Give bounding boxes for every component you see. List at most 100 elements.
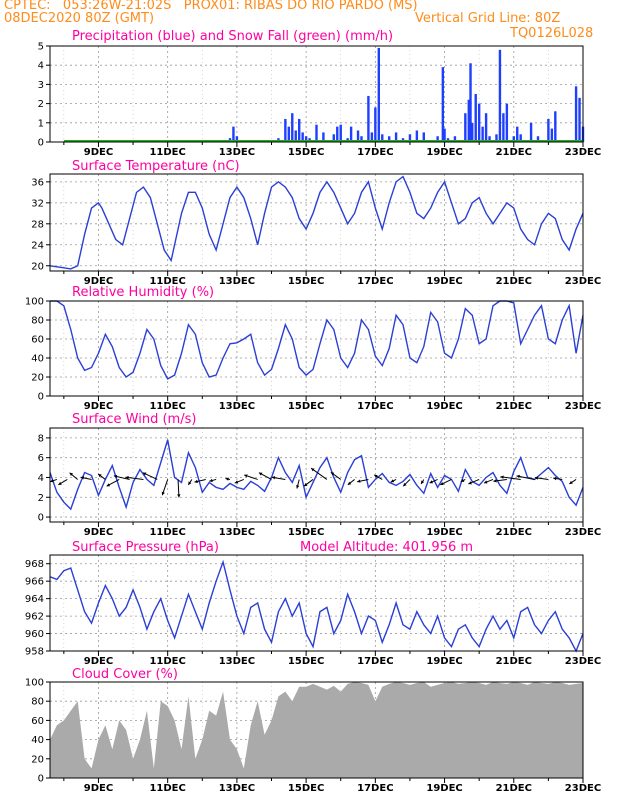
wind-arrow — [357, 478, 369, 483]
wind-arrow-head — [125, 475, 129, 480]
precip-bar — [488, 136, 491, 142]
header-grid-line: Vertical Grid Line: 80Z — [415, 11, 561, 26]
wind-ytick-label: 4 — [38, 473, 44, 484]
wind-arrow — [373, 474, 383, 480]
precip-bar — [322, 132, 325, 142]
pres-xtick-label: 17DEC — [357, 656, 393, 667]
wind-arrow — [258, 472, 272, 480]
wind-arrow-head — [468, 481, 472, 485]
header-datetime: 08DEC2020 80Z (GMT) — [4, 11, 155, 26]
pres-xtick-label: 21DEC — [496, 656, 532, 667]
temp-title: Surface Temperature (nC) — [72, 159, 240, 174]
wind-xtick-label: 13DEC — [219, 527, 255, 538]
pres-title: Surface Pressure (hPa) — [72, 540, 219, 555]
wind-arrow — [271, 476, 286, 480]
precip-bar — [336, 126, 339, 142]
precip-bar — [294, 130, 297, 142]
wind-arrow-head — [258, 472, 263, 476]
cloud-cover-area — [50, 682, 583, 778]
precip-bar — [519, 134, 522, 142]
pres-annotation: Model Altitude: 401.956 m — [300, 540, 473, 555]
wind-arrow-head — [440, 482, 444, 486]
wind-ytick-label: 0 — [38, 513, 44, 524]
cloud-ytick-label: 40 — [31, 735, 44, 746]
precip-bar — [332, 134, 336, 142]
pres-ytick-label: 966 — [25, 577, 44, 588]
pres-xtick-label: 15DEC — [288, 656, 324, 667]
wind-arrow-head — [177, 494, 181, 498]
precip-bar — [467, 99, 470, 142]
cloud-xtick-label: 19DEC — [426, 783, 462, 794]
wind-arrow — [234, 478, 245, 484]
precip-bar — [235, 136, 239, 142]
wind-arrow-head — [271, 476, 276, 480]
precip-bar — [304, 136, 308, 142]
pres-xtick-label: 13DEC — [219, 656, 255, 667]
wind-arrow — [225, 477, 231, 481]
temp-ytick-label: 20 — [31, 261, 44, 272]
pres-ytick-label: 958 — [25, 647, 44, 658]
wind-arrow — [125, 475, 144, 480]
wind-arrow — [569, 479, 577, 485]
wind-arrow-head — [106, 483, 111, 487]
temp-xtick-label: 19DEC — [426, 276, 462, 287]
wind-arrow — [347, 479, 355, 486]
cloud-xtick-label: 23DEC — [565, 783, 601, 794]
wind-arrow — [402, 479, 411, 487]
rh-line — [50, 300, 584, 380]
precip-bar — [495, 134, 498, 142]
wind-panel: 0 2 4 6 8 9DEC 11DEC 13DEC 15DEC 17DEC 19DEC 21DEC 2… — [38, 412, 602, 538]
wind-xtick-label: 9DEC — [84, 527, 113, 538]
wind-arrow — [97, 473, 106, 480]
precip-bar — [349, 126, 353, 142]
wind-arrow-head — [484, 480, 488, 484]
temp-xtick-label: 17DEC — [357, 276, 393, 287]
wind-arrow — [534, 476, 549, 480]
wind-line — [49, 439, 584, 511]
rh-xtick-label: 15DEC — [288, 401, 324, 412]
pres-ytick-label: 964 — [25, 594, 44, 605]
wind-arrow-head — [244, 474, 248, 478]
precip-bar — [356, 130, 360, 142]
wind-arrow — [161, 479, 169, 496]
cloud-xtick-label: 21DEC — [496, 783, 532, 794]
pres-xtick-label: 23DEC — [565, 656, 601, 667]
precip-bar — [536, 136, 540, 142]
pres-xtick-label: 11DEC — [149, 656, 185, 667]
precip-bar — [484, 113, 488, 142]
precip-bar — [408, 134, 412, 142]
rh-xtick-label: 19DEC — [426, 401, 462, 412]
precip-ytick-label: 2 — [38, 99, 44, 110]
precip-ytick-label: 4 — [38, 61, 44, 72]
wind-arrow-head — [374, 474, 378, 478]
wind-arrow-head — [516, 474, 520, 479]
rh-xtick-label: 21DEC — [496, 401, 532, 412]
precip-ytick-label: 3 — [38, 80, 44, 91]
cloud-title: Cloud Cover (%) — [72, 667, 178, 682]
temp-xtick-label: 23DEC — [565, 276, 601, 287]
cloud-ytick-label: 60 — [31, 716, 44, 727]
wind-arrow — [50, 478, 58, 483]
precip-bar — [339, 124, 342, 142]
wind-arrow-head — [347, 481, 352, 485]
wind-arrow-shaft — [500, 476, 521, 480]
precip-bar — [502, 113, 505, 142]
precip-bar — [453, 136, 457, 142]
wind-arrow — [440, 479, 452, 486]
rh-ytick-label: 20 — [31, 373, 44, 384]
wind-ytick-label: 8 — [38, 433, 44, 444]
wind-arrow-head — [225, 477, 229, 481]
wind-arrow — [516, 474, 535, 480]
wind-arrow-head — [429, 480, 434, 484]
precip-bar — [554, 111, 557, 142]
wind-arrow-head — [209, 478, 213, 483]
wind-arrow-head — [142, 472, 147, 476]
wind-arrow-head — [534, 476, 539, 480]
wind-arrow — [106, 479, 120, 487]
wind-xtick-label: 11DEC — [149, 527, 185, 538]
precip-bar — [471, 122, 474, 142]
cloud-panel: 0 20 40 60 80 100 9DEC 11DEC 13DEC 15DEC 17DEC 19DE… — [25, 667, 601, 794]
wind-arrow — [177, 479, 181, 498]
wind-arrow — [330, 471, 342, 480]
